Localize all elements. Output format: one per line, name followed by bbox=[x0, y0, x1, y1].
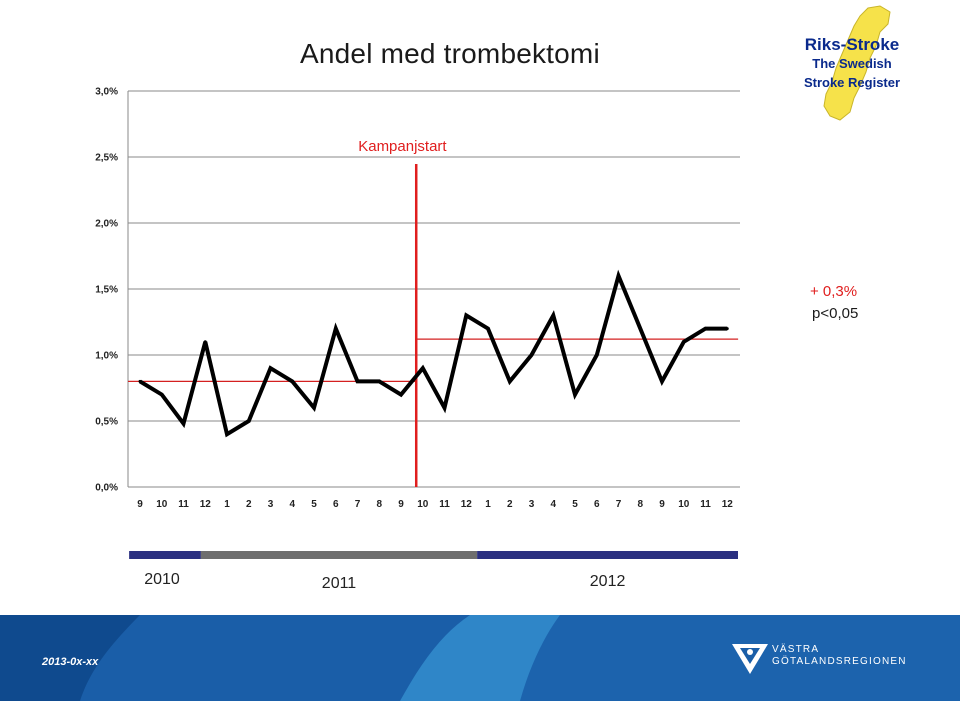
year-bars: 2010 2011 2012 bbox=[129, 551, 738, 592]
data-point bbox=[269, 366, 272, 370]
year-bar bbox=[129, 551, 201, 559]
data-point bbox=[182, 422, 185, 426]
x-tick-label: 12 bbox=[200, 499, 212, 510]
data-point bbox=[334, 327, 338, 331]
data-point bbox=[704, 327, 707, 331]
series bbox=[138, 269, 729, 438]
x-tick-label: 5 bbox=[572, 499, 578, 510]
chart-title: Andel med trombektomi bbox=[300, 38, 600, 69]
data-point bbox=[508, 379, 512, 383]
year-label: 2012 bbox=[590, 573, 626, 590]
data-point bbox=[617, 274, 620, 278]
x-tick-label: 5 bbox=[311, 499, 317, 510]
y-tick-label: 1,0% bbox=[95, 351, 118, 362]
x-tick-label: 3 bbox=[268, 499, 274, 510]
x-tick-label: 7 bbox=[355, 499, 361, 510]
x-tick-label: 8 bbox=[376, 499, 382, 510]
y-axis-ticks: 0,0% 0,5% 1,0% 1,5% 2,0% 2,5% 3,0% bbox=[95, 87, 118, 494]
y-tick-label: 0,0% bbox=[95, 483, 118, 494]
x-tick-label: 7 bbox=[616, 499, 622, 510]
x-tick-label: 1 bbox=[485, 499, 491, 510]
data-point bbox=[595, 353, 599, 357]
x-tick-label: 2 bbox=[246, 499, 252, 510]
y-tick-label: 1,5% bbox=[95, 285, 118, 296]
riks-stroke-logo: Riks-Stroke The Swedish Stroke Register bbox=[780, 2, 920, 127]
x-tick-label: 4 bbox=[550, 499, 556, 510]
y-tick-label: 3,0% bbox=[95, 87, 118, 98]
data-point bbox=[443, 406, 446, 410]
sweden-map-icon bbox=[823, 5, 891, 121]
data-point bbox=[682, 340, 686, 344]
data-point bbox=[138, 379, 142, 383]
data-point bbox=[160, 393, 164, 397]
footer-banner bbox=[0, 615, 960, 701]
vg-emblem-icon bbox=[732, 644, 768, 674]
campaign-label: Kampanjstart bbox=[358, 138, 447, 155]
y-tick-label: 2,0% bbox=[95, 219, 118, 230]
vastra-gotalandsregionen-logo: VÄSTRA GÖTALANDSREGIONEN bbox=[730, 638, 920, 678]
data-point bbox=[486, 327, 490, 331]
logo-line-3: Stroke Register bbox=[803, 75, 901, 90]
y-tick-label: 0,5% bbox=[95, 417, 118, 428]
year-label: 2010 bbox=[144, 571, 180, 588]
x-tick-label: 2 bbox=[507, 499, 513, 510]
x-tick-label: 11 bbox=[700, 499, 711, 510]
x-tick-label: 9 bbox=[659, 499, 665, 510]
x-tick-label: 11 bbox=[439, 499, 450, 510]
x-tick-label: 12 bbox=[461, 499, 473, 510]
x-tick-label: 9 bbox=[137, 499, 143, 510]
x-tick-label: 6 bbox=[594, 499, 600, 510]
org-line-1: VÄSTRA bbox=[772, 644, 820, 655]
org-line-2: GÖTALANDSREGIONEN bbox=[772, 656, 907, 667]
y-tick-label: 2,5% bbox=[95, 153, 118, 164]
footer-date: 2013-0x-xx bbox=[42, 656, 99, 668]
change-annotation: + 0,3% bbox=[810, 283, 857, 300]
x-tick-label: 12 bbox=[722, 499, 734, 510]
data-point bbox=[530, 353, 533, 357]
data-point bbox=[660, 379, 664, 383]
x-tick-label: 6 bbox=[333, 499, 339, 510]
data-point bbox=[377, 379, 381, 383]
data-point bbox=[421, 366, 425, 370]
x-tick-label: 9 bbox=[398, 499, 404, 510]
data-point bbox=[399, 393, 403, 397]
data-point bbox=[203, 340, 207, 344]
data-point bbox=[290, 379, 294, 383]
x-tick-label: 10 bbox=[417, 499, 429, 510]
data-point bbox=[247, 419, 251, 423]
year-bar bbox=[200, 551, 478, 559]
data-point bbox=[225, 432, 229, 436]
x-tick-label: 8 bbox=[637, 499, 643, 510]
series-line bbox=[138, 269, 728, 438]
data-point bbox=[638, 327, 642, 331]
data-point bbox=[312, 406, 316, 410]
year-label: 2011 bbox=[322, 575, 357, 592]
data-point bbox=[573, 393, 577, 397]
year-bar bbox=[477, 551, 738, 559]
x-axis-ticks: 9 10 11 12 1 2 3 4 5 6 7 8 9 10 11 12 1 2 3 4 5 6 7 8 9 10 11 12 bbox=[137, 499, 733, 510]
x-tick-label: 3 bbox=[529, 499, 535, 510]
x-tick-label: 11 bbox=[178, 499, 189, 510]
data-point bbox=[725, 327, 729, 331]
grid-lines bbox=[127, 90, 740, 488]
logo-line-1: Riks-Stroke bbox=[804, 35, 900, 54]
data-point bbox=[551, 313, 555, 317]
x-tick-label: 4 bbox=[289, 499, 295, 510]
x-tick-label: 1 bbox=[224, 499, 230, 510]
x-tick-label: 10 bbox=[156, 499, 168, 510]
pvalue-annotation: p<0,05 bbox=[812, 305, 858, 322]
x-tick-label: 10 bbox=[678, 499, 690, 510]
data-point bbox=[356, 379, 359, 383]
logo-line-2: The Swedish bbox=[812, 56, 892, 71]
line-chart: 0,0% 0,5% 1,0% 1,5% 2,0% 2,5% 3,0% Kampanjstar… bbox=[95, 87, 858, 593]
data-point bbox=[464, 313, 468, 317]
campaign-marker: Kampanjstart bbox=[358, 138, 447, 487]
